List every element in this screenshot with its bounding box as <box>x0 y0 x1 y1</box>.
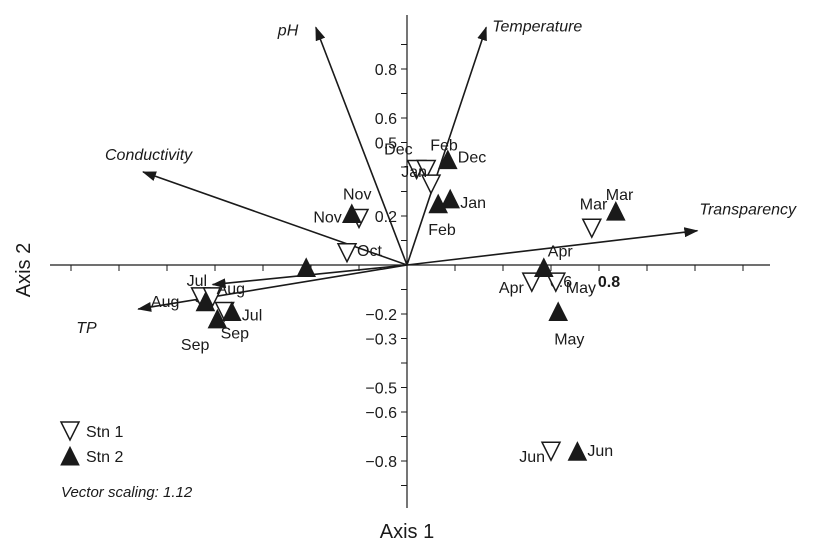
vector-label-2: Conductivity <box>105 147 193 164</box>
y-tick-label-1: 0.6 <box>375 111 397 128</box>
stn2-point-label-0: Dec <box>458 150 486 167</box>
y-tick-label-0: 0.8 <box>375 62 397 79</box>
vector-label-3: Transparency <box>699 202 797 219</box>
stn1-point-label-2: Jan <box>401 164 427 181</box>
stn1-point-label-8: Jul <box>187 273 207 290</box>
stn1-point-7 <box>545 272 567 293</box>
stn2-point-label-7: Jul <box>242 308 262 325</box>
vector-scaling-note: Vector scaling: 1.12 <box>61 484 193 501</box>
vector-arrow-3 <box>406 227 699 266</box>
y-axis-title: Axis 2 <box>13 243 35 297</box>
stn2-point-11 <box>296 257 317 277</box>
stn2-point-5 <box>533 257 554 277</box>
stn1-point-label-7: May <box>566 280 596 297</box>
stn2-point-3 <box>341 203 362 224</box>
legend-label-stn1: Stn 1 <box>86 424 123 441</box>
vector-label-1: Temperature <box>492 18 582 35</box>
stn2-point-0 <box>437 149 458 170</box>
stn2-point-label-2: Feb <box>428 222 456 239</box>
stn1-point-2 <box>420 174 442 195</box>
y-tick-labels: 0.8 0.6 0.5 0.2 −0.2 −0.3 −0.5 −0.6 −0.8 <box>365 62 397 471</box>
stn2-point-label-1: Jan <box>460 195 486 212</box>
stn1-point-label-6: Apr <box>499 280 525 297</box>
stn2-point-10 <box>567 441 588 461</box>
stn1-point-6 <box>521 272 543 293</box>
stn2-point-6 <box>548 301 569 322</box>
y-axis-ticks <box>401 44 407 486</box>
y-tick-label-6: −0.5 <box>365 381 397 398</box>
stn2-point-4 <box>605 200 626 221</box>
vector-label-5: TP <box>76 320 97 337</box>
stn2-point-label-6: May <box>554 332 584 349</box>
stn2-point-8 <box>195 291 216 312</box>
x-axis-ticks <box>70 265 744 271</box>
stn2-point-label-9: Sep <box>181 337 210 354</box>
vector-arrow-2 <box>142 171 408 266</box>
stn1-point-label-10: Sep <box>221 326 250 343</box>
stn2-point-label-4: Mar <box>606 187 634 204</box>
stn1-point-label-4: Oct <box>357 243 382 260</box>
vector-label-0: pH <box>277 22 299 39</box>
stn1-point-1 <box>415 159 437 181</box>
vector-arrow-0 <box>315 26 408 266</box>
y-tick-label-8: −0.8 <box>365 454 397 471</box>
vector-arrow-5 <box>137 264 408 312</box>
stn1-point-label-1: Feb <box>430 137 458 154</box>
stn2-point-2 <box>428 193 449 214</box>
stn2-point-1 <box>440 188 461 209</box>
y-tick-label-3: 0.2 <box>375 209 397 226</box>
stn1-point-label-0: Dec <box>384 141 412 158</box>
environment-vectors: pHTemperatureConductivityTransparencySST… <box>76 18 797 337</box>
stn1-point-label-5: Mar <box>580 196 608 213</box>
x-axis-title: Axis 1 <box>380 521 434 543</box>
legend-marker-stn2 <box>60 445 80 466</box>
stn1-point-5 <box>581 218 603 239</box>
stn2-point-label-10: Jun <box>587 443 613 460</box>
legend: Stn 1 Stn 2 Vector scaling: 1.12 <box>59 421 193 501</box>
stn1-point-11 <box>540 441 562 462</box>
stn2-point-label-3: Nov <box>313 210 341 227</box>
vector-arrow-1 <box>406 26 487 266</box>
stn2-point-label-5: Apr <box>548 243 574 260</box>
stn1-point-label-9: Aug <box>217 281 245 298</box>
stn1-point-label-11: Jun <box>519 449 545 466</box>
stn1-point-4 <box>336 243 358 264</box>
stn2-point-label-8: Aug <box>151 294 179 311</box>
axes <box>50 15 770 508</box>
stn1-point-label-3: Nov <box>343 186 371 203</box>
y-tick-label-2: 0.5 <box>375 136 397 153</box>
legend-marker-stn1 <box>59 421 81 442</box>
stn2-point-9 <box>207 308 228 329</box>
y-tick-label-7: −0.6 <box>365 405 397 422</box>
stn1-point-9 <box>202 287 223 308</box>
y-tick-label-5: −0.3 <box>365 332 397 349</box>
y-tick-label-4: −0.2 <box>365 307 397 324</box>
stn2-point-7 <box>221 301 242 322</box>
x-tick-label-1: 0.8 <box>598 274 620 291</box>
legend-label-stn2: Stn 2 <box>86 449 123 466</box>
